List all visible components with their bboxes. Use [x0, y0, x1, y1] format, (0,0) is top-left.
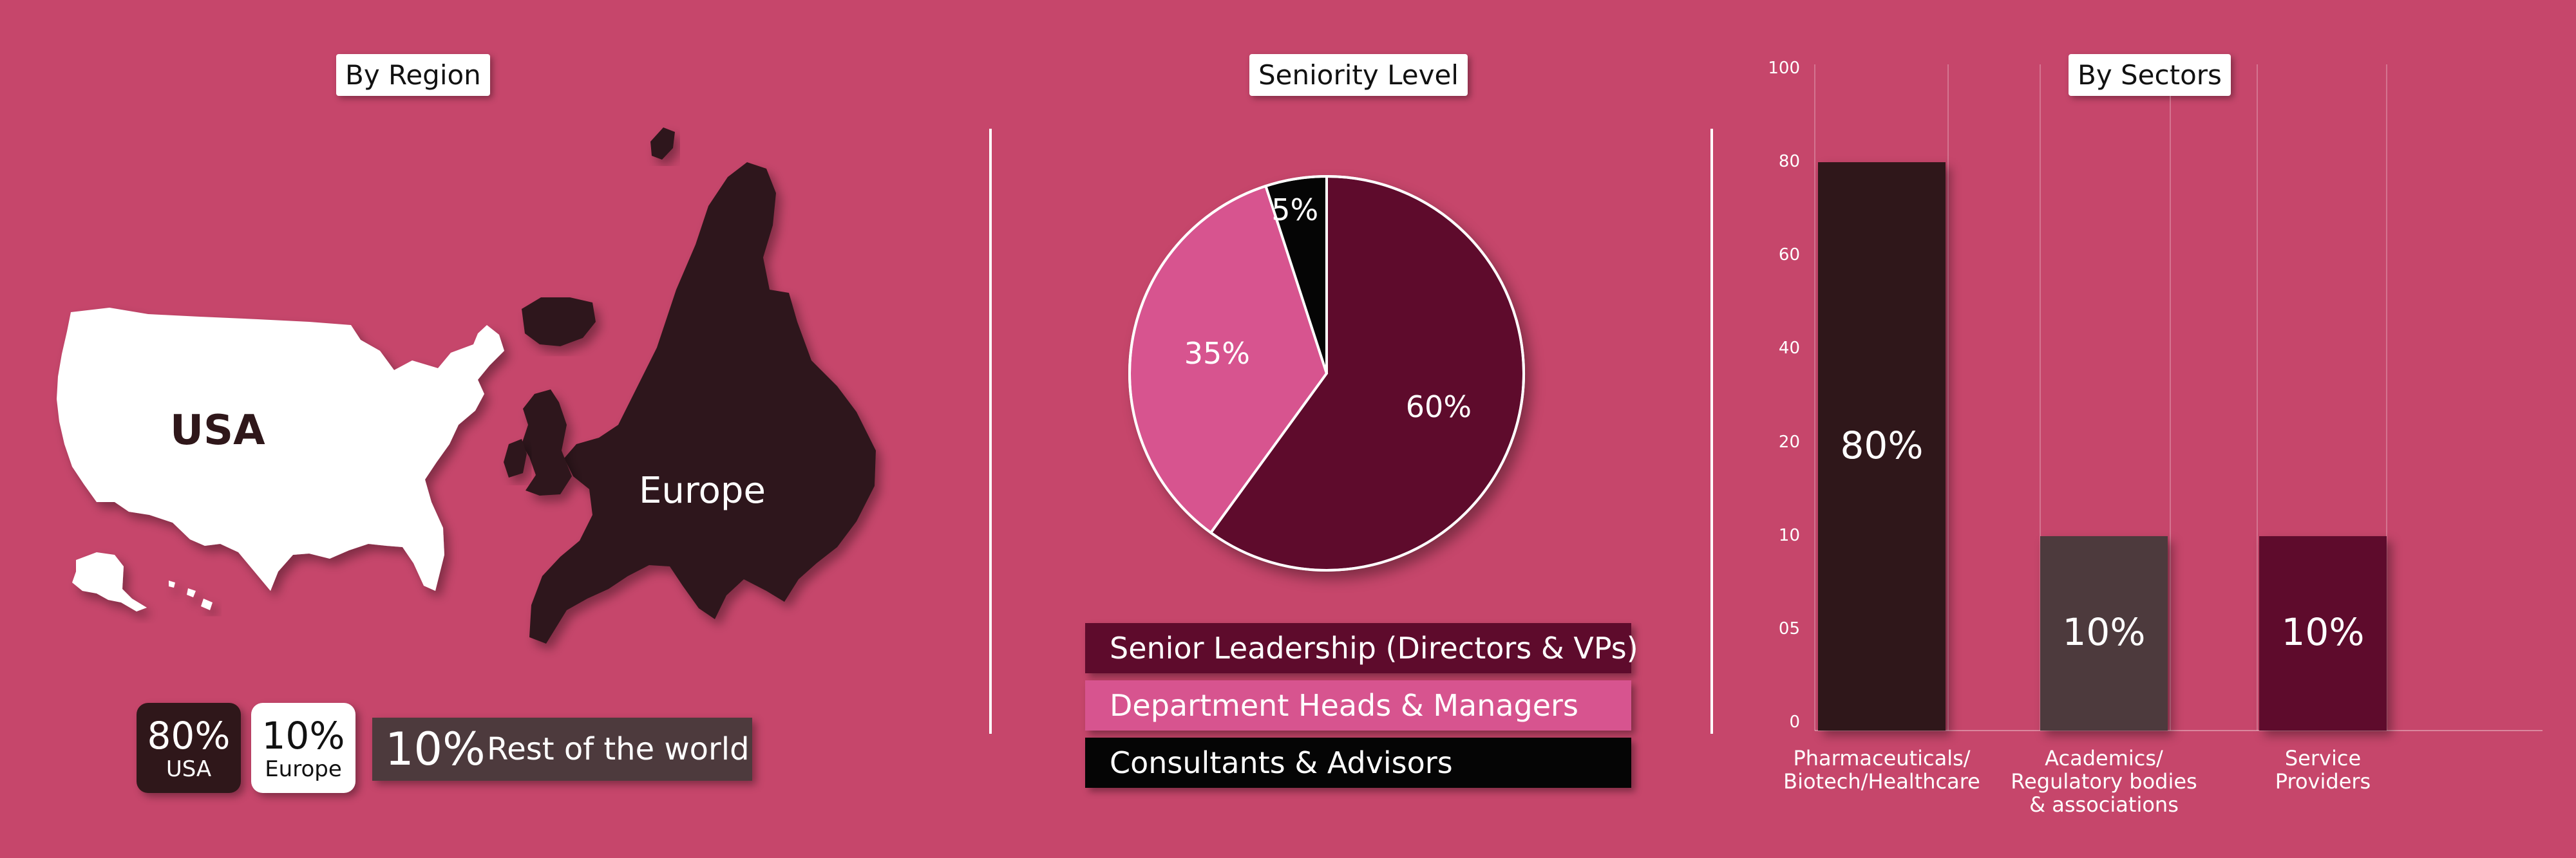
pie-label-1: 60%	[1405, 389, 1472, 424]
pie-label-3: 5%	[1271, 192, 1319, 228]
europe-map-label: Europe	[639, 470, 766, 512]
y-tick-20: 20	[1778, 433, 1800, 452]
iceland-map-shape	[522, 297, 596, 346]
bar-value-label-2: 10%	[2062, 610, 2146, 654]
hawaii-map-shape	[169, 581, 213, 610]
europe-stat-pct: 10%	[261, 714, 345, 758]
legend-department-heads: Department Heads & Managers	[1085, 680, 1631, 731]
seniority-pie-chart	[1128, 174, 1525, 572]
divider-left	[989, 129, 992, 734]
legend-consultants: Consultants & Advisors	[1085, 738, 1631, 788]
y-tick-0: 0	[1789, 713, 1800, 732]
sectors-title: By Sectors	[2069, 54, 2231, 96]
bar-value-label-1: 80%	[1840, 423, 1924, 467]
usa-stat-pct: 80%	[147, 714, 231, 758]
y-tick-100: 100	[1768, 59, 1800, 78]
bar-value-label-3: 10%	[2281, 610, 2365, 654]
europe-map-shape	[529, 162, 876, 644]
svalbard-map-shape	[650, 127, 675, 160]
y-tick-60: 60	[1778, 245, 1800, 265]
alaska-map-shape	[72, 552, 147, 611]
region-title: By Region	[336, 54, 490, 96]
y-tick-05: 05	[1778, 619, 1800, 639]
usa-stat-box: 80% USA	[137, 703, 241, 793]
y-tick-10: 10	[1778, 526, 1800, 545]
y-tick-40: 40	[1778, 339, 1800, 358]
ireland-map-shape	[504, 439, 527, 478]
bar-category-label-3: Service Providers	[2275, 746, 2371, 794]
europe-stat-name: Europe	[265, 756, 342, 782]
bar-category-label-2: Academics/Regulatory bodies & association…	[2011, 746, 2197, 817]
usa-map-label: USA	[170, 407, 265, 454]
legend-senior-leadership: Senior Leadership (Directors & VPs)	[1085, 623, 1638, 673]
rest-of-world-name: Rest of the world	[487, 731, 750, 767]
pie-label-2: 35%	[1184, 336, 1250, 371]
pie-outline	[1128, 175, 1525, 572]
uk-map-shape	[522, 389, 572, 496]
seniority-title: Seniority Level	[1249, 54, 1468, 96]
region-map	[57, 127, 876, 644]
divider-right	[1710, 129, 1713, 734]
y-tick-80: 80	[1778, 152, 1800, 171]
rest-of-world-pct: 10%	[385, 723, 486, 776]
usa-stat-name: USA	[166, 756, 212, 782]
usa-map-shape	[57, 308, 504, 591]
rest-of-world-box: 10% Rest of the world	[372, 718, 752, 781]
europe-stat-box: 10% Europe	[251, 703, 355, 793]
bar-category-label-1: Pharmaceuticals/Biotech/Healthcare	[1783, 746, 1980, 794]
